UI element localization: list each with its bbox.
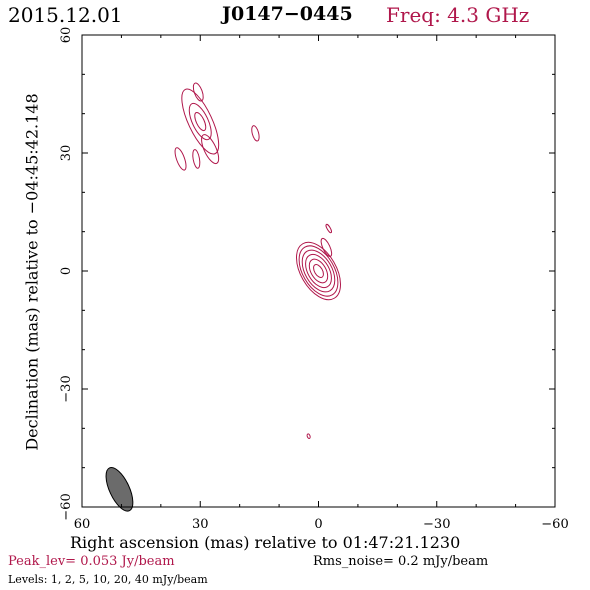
contour-north-knot-4-1 xyxy=(251,125,260,142)
contour-north-knot-2-1 xyxy=(192,149,201,169)
contour-core-3 xyxy=(301,249,336,293)
contour-north-tail-1 xyxy=(201,134,220,165)
contour-core-knot-1 xyxy=(320,237,333,257)
x-tick-label: 30 xyxy=(192,517,209,532)
contour-core-4 xyxy=(305,253,332,289)
y-axis-label: Declination (mas) relative to −04:45:42.… xyxy=(22,93,42,451)
x-tick-label: 60 xyxy=(74,517,91,532)
contour-north-knot-1-1 xyxy=(174,147,187,171)
peak-level: Peak_lev= 0.053 Jy/beam xyxy=(8,554,175,569)
x-tick-label: 0 xyxy=(314,517,322,532)
contour-core-1 xyxy=(296,241,341,301)
contour-layer xyxy=(174,82,341,439)
frequency-label: Freq: 4.3 GHz xyxy=(386,3,530,27)
x-tick-label: −30 xyxy=(423,517,450,532)
x-axis-label: Right ascension (mas) relative to 01:47:… xyxy=(70,533,461,552)
contour-north-component-3 xyxy=(194,111,207,132)
y-tick-label: 0 xyxy=(59,267,74,275)
contour-north-knot-3-1 xyxy=(192,82,204,102)
source-name: J0147−0445 xyxy=(222,3,353,25)
beam-ellipse xyxy=(105,467,134,512)
x-tick-label: −60 xyxy=(541,517,568,532)
contour-core-knot-2-1 xyxy=(325,223,332,234)
contour-north-component-2 xyxy=(188,102,212,141)
rms-noise: Rms_noise= 0.2 mJy/beam xyxy=(313,554,489,569)
plot-frame xyxy=(81,34,556,508)
contour-south-knot-1 xyxy=(306,433,311,439)
observation-date: 2015.12.01 xyxy=(8,3,123,27)
contour-core-6 xyxy=(313,264,324,278)
contour-levels: Levels: 1, 2, 5, 10, 20, 40 mJy/beam xyxy=(8,573,208,586)
y-tick-label: −60 xyxy=(59,493,74,520)
contour-north-component-1 xyxy=(181,88,220,155)
tick-marks xyxy=(81,34,556,508)
contour-core-5 xyxy=(308,258,329,284)
y-tick-label: 60 xyxy=(59,27,74,44)
y-tick-label: 30 xyxy=(59,145,74,162)
y-tick-label: −30 xyxy=(59,375,74,402)
beam-layer xyxy=(105,467,134,512)
contour-core-2 xyxy=(298,245,339,297)
